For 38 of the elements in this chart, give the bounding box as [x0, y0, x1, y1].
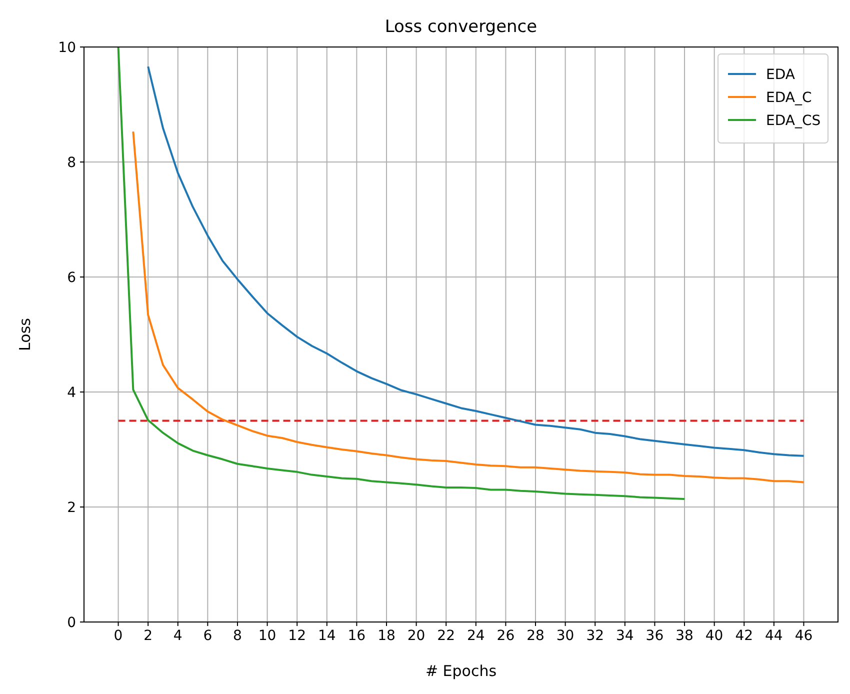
- legend-label: EDA: [766, 67, 796, 83]
- y-tick-label: 4: [67, 385, 76, 401]
- x-tick-label: 0: [114, 628, 123, 644]
- x-tick-label: 32: [586, 628, 604, 644]
- x-tick-label: 40: [705, 628, 724, 644]
- x-tick-label: 46: [794, 628, 813, 644]
- y-tick-label: 0: [67, 615, 76, 631]
- x-tick-label: 22: [437, 628, 456, 644]
- line-series: [117, 47, 686, 500]
- x-tick-label: 30: [556, 628, 574, 644]
- x-tick-label: 14: [318, 628, 336, 644]
- y-tick-label: 10: [58, 40, 76, 56]
- x-tick-label: 10: [258, 628, 276, 644]
- x-tick-label: 16: [348, 628, 366, 644]
- y-tick-label: 2: [67, 500, 76, 516]
- x-tick-label: 26: [496, 628, 515, 644]
- x-axis-title: # Epochs: [425, 662, 497, 680]
- y-axis-title: Loss: [16, 318, 34, 351]
- x-tick-label: 8: [233, 628, 242, 644]
- x-tick-label: 28: [526, 628, 544, 644]
- y-tick-label: 6: [67, 270, 76, 286]
- x-tick-label: 4: [173, 628, 182, 644]
- legend-label: EDA_CS: [766, 113, 821, 129]
- x-tick-label: 12: [288, 628, 306, 644]
- x-tick-label: 2: [144, 628, 153, 644]
- x-tick-label: 34: [616, 628, 634, 644]
- legend-label: EDA_C: [766, 90, 812, 106]
- x-tick-label: 6: [203, 628, 212, 644]
- line-series: [132, 130, 805, 484]
- x-tick-label: 42: [735, 628, 754, 644]
- x-tick-label: 18: [378, 628, 396, 644]
- x-tick-label: 44: [765, 628, 783, 644]
- chart-title: Loss convergence: [384, 17, 538, 37]
- x-tick-label: 36: [646, 628, 664, 644]
- x-tick-label: 20: [407, 628, 426, 644]
- y-tick-label: 8: [67, 155, 76, 171]
- x-tick-label: 24: [466, 628, 485, 644]
- x-tick-label: 38: [676, 628, 694, 644]
